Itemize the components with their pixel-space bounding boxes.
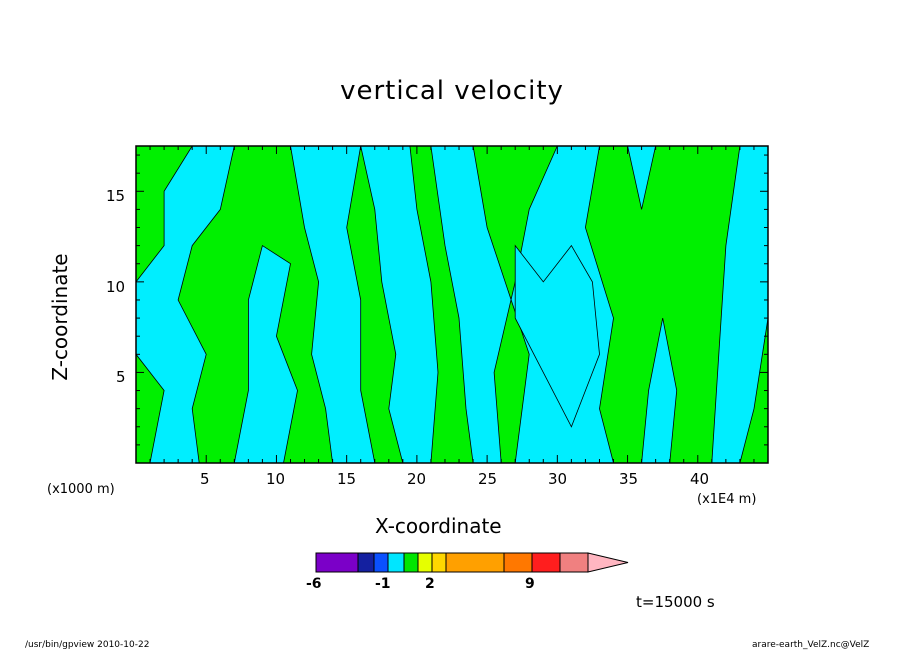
colorbar-swatch <box>315 552 359 573</box>
y-tick-label: 10 <box>106 278 126 296</box>
colorbar-swatch <box>357 552 375 573</box>
x-tick-label: 10 <box>266 470 286 488</box>
x-unit-right: (x1E4 m) <box>697 492 757 507</box>
field-negative-region <box>290 146 376 463</box>
y-tick-label: 15 <box>106 187 126 205</box>
x-tick-label: 35 <box>619 470 639 488</box>
y-axis-label: Z-coordinate <box>48 253 72 381</box>
field-negative-region <box>233 244 298 463</box>
x-tick-label: 5 <box>200 470 210 488</box>
contour-field <box>136 146 768 463</box>
colorbar-swatch <box>403 552 419 573</box>
field-negative-region <box>641 318 678 463</box>
field-negative-region <box>136 146 235 463</box>
field-negative-region <box>514 244 600 428</box>
x-unit-left: (x1000 m) <box>47 482 115 497</box>
x-tick-label: 25 <box>478 470 498 488</box>
colorbar-swatch <box>417 552 433 573</box>
colorbar-swatch <box>373 552 389 573</box>
time-label: t=15000 s <box>636 593 715 611</box>
colorbar-swatch <box>531 552 561 573</box>
field-negative-region <box>360 146 439 463</box>
plot-frame <box>135 145 769 464</box>
y-tick-label: 5 <box>116 368 126 386</box>
colorbar-tick-label: 9 <box>525 576 535 592</box>
x-tick-label: 20 <box>407 470 427 488</box>
footer-source: arare-earth_VelZ.nc@VelZ <box>752 640 870 650</box>
chart-title: vertical velocity <box>340 76 564 106</box>
footer-command: /usr/bin/gpview 2010-10-22 <box>25 640 150 650</box>
x-tick-label: 40 <box>690 470 710 488</box>
colorbar-swatch <box>559 552 589 573</box>
colorbar-tick-label: -1 <box>375 576 391 592</box>
colorbar-swatch <box>431 552 447 573</box>
field-negative-region <box>711 146 768 463</box>
colorbar-swatch <box>503 552 533 573</box>
colorbar-tick-label: -6 <box>306 576 322 592</box>
colorbar-overflow-triangle <box>587 552 629 573</box>
x-tick-label: 15 <box>337 470 357 488</box>
x-tick-label: 30 <box>548 470 568 488</box>
field-negative-region <box>627 146 657 210</box>
colorbar-swatch <box>387 552 405 573</box>
colorbar-tick-label: 2 <box>425 576 435 592</box>
colorbar-swatch <box>445 552 505 573</box>
x-axis-label: X-coordinate <box>375 514 502 538</box>
